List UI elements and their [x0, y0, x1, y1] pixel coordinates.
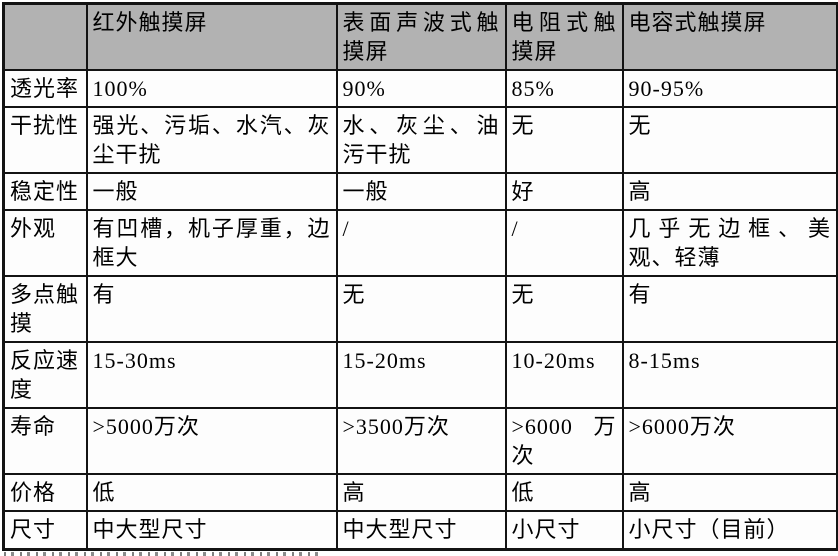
header-row: 红外触摸屏 表面声波式触摸屏 电阻式触摸屏 电容式触摸屏 [2, 2, 838, 72]
row-label: 寿命 [2, 407, 88, 476]
table-cell: 高 [621, 172, 838, 212]
row-label: 外观 [2, 209, 88, 278]
row-label: 反应速度 [2, 341, 88, 410]
table-cell: 无 [621, 106, 838, 175]
table-cell: 低 [504, 473, 624, 513]
row-label: 价格 [2, 473, 88, 513]
table-cell: 85% [504, 69, 624, 109]
table-cell: 100% [85, 69, 338, 109]
table-cell: 强光、污垢、水汽、灰尘干扰 [85, 106, 338, 175]
table-cell: 无 [504, 106, 624, 175]
table-row-stability: 稳定性 一般 一般 好 高 [2, 172, 838, 212]
header-cell-saw: 表面声波式触摸屏 [335, 2, 507, 72]
table-row-multitouch: 多点触摸 有 无 无 有 [2, 275, 838, 344]
table-cell: 一般 [335, 172, 507, 212]
table-cell: 有 [85, 275, 338, 344]
header-cell-infrared: 红外触摸屏 [85, 2, 338, 72]
header-cell-capacitive: 电容式触摸屏 [621, 2, 838, 72]
table-cell: >6000万次 [504, 407, 624, 476]
table-row-price: 价格 低 高 低 高 [2, 473, 838, 513]
table-cell: / [335, 209, 507, 278]
table-cell: >3500万次 [335, 407, 507, 476]
clipped-caption-text [4, 551, 322, 556]
table-cell: 中大型尺寸 [335, 510, 507, 550]
table-cell: 中大型尺寸 [85, 510, 338, 550]
table-row-response-speed: 反应速度 15-30ms 15-20ms 10-20ms 8-15ms [2, 341, 838, 410]
table-cell: 好 [504, 172, 624, 212]
table-cell: 有凹槽，机子厚重，边框大 [85, 209, 338, 278]
table-cell: 高 [335, 473, 507, 513]
table-cell: 一般 [85, 172, 338, 212]
table-cell: 高 [621, 473, 838, 513]
header-cell-resistive: 电阻式触摸屏 [504, 2, 624, 72]
table-cell: 水、灰尘、油污干扰 [335, 106, 507, 175]
header-cell-empty [2, 2, 88, 72]
table-cell: >6000万次 [621, 407, 838, 476]
table-row-transmittance: 透光率 100% 90% 85% 90-95% [2, 69, 838, 109]
row-label: 尺寸 [2, 510, 88, 550]
table-cell: 8-15ms [621, 341, 838, 410]
table-cell: 无 [504, 275, 624, 344]
table-cell: 低 [85, 473, 338, 513]
table-cell: 小尺寸（目前） [621, 510, 838, 550]
table-cell: 15-20ms [335, 341, 507, 410]
table-row-size: 尺寸 中大型尺寸 中大型尺寸 小尺寸 小尺寸（目前） [2, 510, 838, 550]
table-cell: >5000万次 [85, 407, 338, 476]
table-cell: 90-95% [621, 69, 838, 109]
table-cell: 15-30ms [85, 341, 338, 410]
table-cell: 几乎无边框、美观、轻薄 [621, 209, 838, 278]
table-cell: 10-20ms [504, 341, 624, 410]
table-cell: / [504, 209, 624, 278]
table-cell: 小尺寸 [504, 510, 624, 550]
row-label: 干扰性 [2, 106, 88, 175]
table-row-appearance: 外观 有凹槽，机子厚重，边框大 / / 几乎无边框、美观、轻薄 [2, 209, 838, 278]
table-cell: 有 [621, 275, 838, 344]
row-label: 透光率 [2, 69, 88, 109]
table-cell: 90% [335, 69, 507, 109]
row-label: 多点触摸 [2, 275, 88, 344]
row-label: 稳定性 [2, 172, 88, 212]
table-cell: 无 [335, 275, 507, 344]
table-row-interference: 干扰性 强光、污垢、水汽、灰尘干扰 水、灰尘、油污干扰 无 无 [2, 106, 838, 175]
table-row-lifespan: 寿命 >5000万次 >3500万次 >6000万次 >6000万次 [2, 407, 838, 476]
